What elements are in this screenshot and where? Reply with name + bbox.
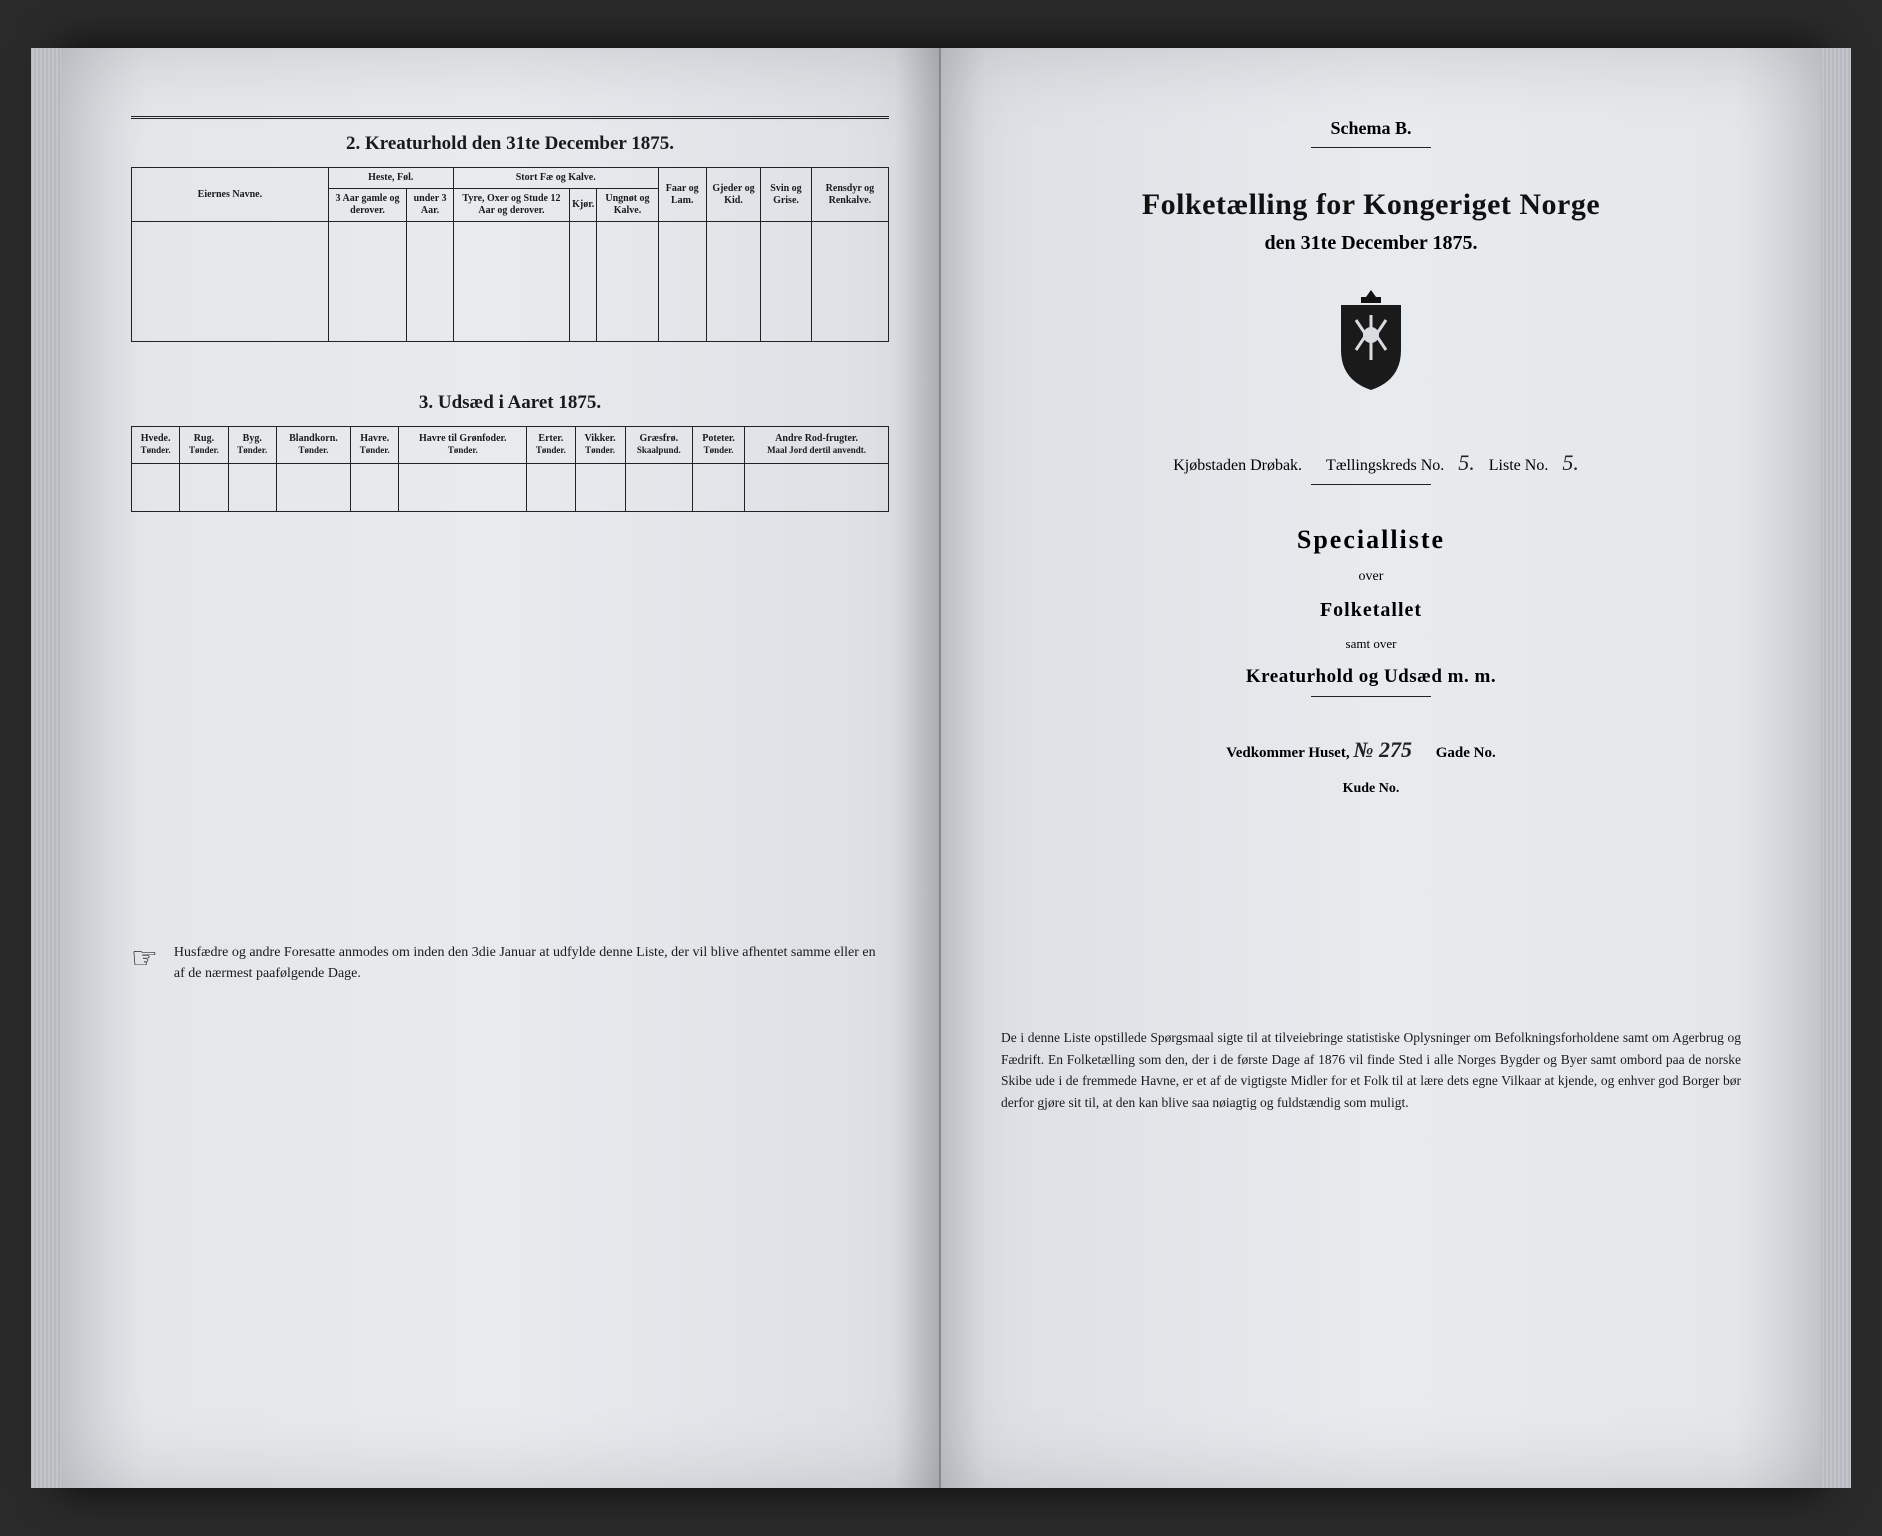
folketallet-heading: Folketallet <box>991 599 1751 622</box>
huset-value: № 275 <box>1353 737 1412 762</box>
over-label: over <box>991 569 1751 585</box>
col-g5: Svin og Grise. <box>761 168 812 222</box>
col-2: Byg.Tønder. <box>228 427 276 464</box>
col-g1: Heste, Føl. <box>328 168 453 189</box>
kude-label: Kude No. <box>991 781 1751 797</box>
table-row <box>132 222 889 342</box>
col-5: Havre til Grønfoder.Tønder. <box>399 427 527 464</box>
liste-label: Liste No. <box>1489 457 1549 475</box>
footer-note-left: ☞ Husfædre og andre Foresatte anmodes om… <box>131 942 889 984</box>
col-8: Græsfrø.Skaalpund. <box>625 427 692 464</box>
section3-title: 3. Udsæd i Aaret 1875. <box>131 392 889 414</box>
col-7: Vikker.Tønder. <box>575 427 625 464</box>
col-0: Hvede.Tønder. <box>132 427 180 464</box>
section2-title: 2. Kreaturhold den 31te December 1875. <box>131 133 889 155</box>
table-row <box>132 464 889 512</box>
kreds-value: 5. <box>1458 450 1475 475</box>
footer-note-right: De i denne Liste opstillede Spørgsmaal s… <box>991 1027 1751 1113</box>
col-g2c: Ungnøt og Kalve. <box>597 189 658 222</box>
liste-value: 5. <box>1562 450 1579 475</box>
note-text: Husfædre og andre Foresatte anmodes om i… <box>174 942 889 984</box>
col-6: Erter.Tønder. <box>527 427 575 464</box>
col-g1a: 3 Aar gamle og derover. <box>328 189 406 222</box>
section3: 3. Udsæd i Aaret 1875. Hvede.Tønder. Rug… <box>131 392 889 512</box>
rule <box>1311 696 1431 697</box>
book-spread: 2. Kreaturhold den 31te December 1875. E… <box>61 48 1821 1488</box>
rule <box>131 116 889 119</box>
page-stack-left <box>31 48 61 1488</box>
hand-pointer-icon: ☞ <box>131 944 158 984</box>
col-g2b: Kjør. <box>570 189 597 222</box>
kreaturhold-heading: Kreaturhold og Udsæd m. m. <box>991 666 1751 688</box>
meta-line: Kjøbstaden Drøbak. Tællingskreds No. 5. … <box>991 450 1751 476</box>
vedkommer-line: Vedkommer Huset, № 275 Gade No. <box>991 737 1751 763</box>
col-g6: Rensdyr og Renkalve. <box>811 168 888 222</box>
col-g3: Faar og Lam. <box>658 168 706 222</box>
col-g1b: under 3 Aar. <box>407 189 454 222</box>
col-4: Havre.Tønder. <box>351 427 399 464</box>
kreds-label: Tællingskreds No. <box>1326 457 1444 475</box>
rule <box>1311 147 1431 148</box>
huset-label: Vedkommer Huset, <box>1226 745 1349 761</box>
kreaturhold-table: Eiernes Navne. Heste, Føl. Stort Fæ og K… <box>131 167 889 342</box>
main-title: Folketælling for Kongeriget Norge <box>991 188 1751 222</box>
col-9: Poteter.Tønder. <box>693 427 745 464</box>
place-label: Kjøbstaden Drøbak. <box>1173 457 1302 475</box>
col-owner: Eiernes Navne. <box>132 168 329 222</box>
samt-label: samt over <box>991 636 1751 652</box>
udsaed-table: Hvede.Tønder. Rug.Tønder. Byg.Tønder. Bl… <box>131 426 889 512</box>
rule <box>1311 484 1431 485</box>
left-page: 2. Kreaturhold den 31te December 1875. E… <box>61 48 941 1488</box>
coat-of-arms-icon <box>1326 285 1416 395</box>
sub-title: den 31te December 1875. <box>991 232 1751 255</box>
col-10: Andre Rod-frugter.Maal Jord dertil anven… <box>745 427 889 464</box>
specialliste-heading: Specialliste <box>991 525 1751 555</box>
col-g2: Stort Fæ og Kalve. <box>453 168 658 189</box>
page-stack-right <box>1821 48 1851 1488</box>
col-g4: Gjeder og Kid. <box>706 168 760 222</box>
gade-label: Gade No. <box>1436 745 1496 761</box>
col-1: Rug.Tønder. <box>180 427 228 464</box>
col-3: Blandkorn.Tønder. <box>276 427 350 464</box>
schema-label: Schema B. <box>991 118 1751 139</box>
right-page: Schema B. Folketælling for Kongeriget No… <box>941 48 1821 1488</box>
col-g2a: Tyre, Oxer og Stude 12 Aar og derover. <box>453 189 569 222</box>
